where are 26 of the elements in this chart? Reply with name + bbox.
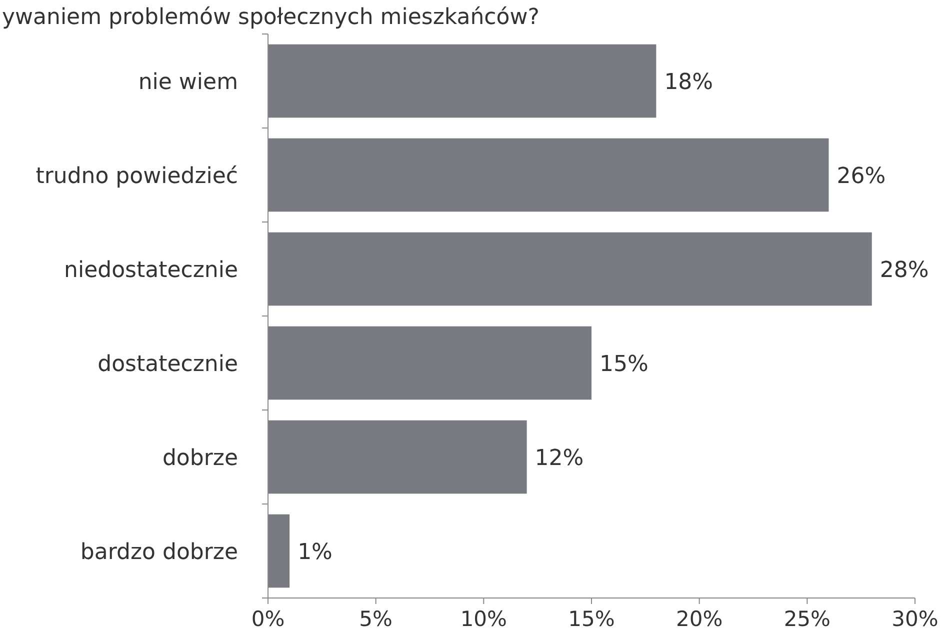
x-tick-label: 5% bbox=[359, 607, 392, 631]
bar bbox=[268, 138, 829, 212]
data-label: 26% bbox=[836, 164, 886, 189]
y-tick-label: dobrze bbox=[162, 446, 238, 471]
y-tick-label: bardzo dobrze bbox=[80, 540, 238, 565]
x-tick-label: 20% bbox=[676, 607, 723, 631]
x-tick-label: 30% bbox=[892, 607, 938, 631]
y-tick-label: trudno powiedzieć bbox=[36, 164, 238, 189]
data-label: 28% bbox=[880, 258, 929, 283]
data-label: 1% bbox=[298, 540, 332, 565]
x-tick-label: 10% bbox=[460, 607, 508, 631]
data-label: 12% bbox=[534, 446, 584, 471]
y-tick-label: dostatecznie bbox=[98, 352, 238, 377]
bar bbox=[268, 326, 592, 400]
bar bbox=[268, 420, 527, 494]
data-label: 18% bbox=[664, 70, 714, 95]
x-tick-label: 25% bbox=[784, 607, 831, 631]
y-tick-label: niedostatecznie bbox=[64, 258, 238, 283]
data-label: 15% bbox=[600, 352, 648, 377]
bar bbox=[268, 44, 656, 118]
chart-title: ywaniem problemów społecznych mieszkańców? bbox=[2, 5, 540, 30]
y-tick-label: nie wiem bbox=[138, 70, 238, 95]
x-tick-label: 15% bbox=[568, 607, 615, 631]
bar bbox=[268, 514, 290, 588]
bar bbox=[268, 232, 872, 306]
x-tick-label: 0% bbox=[251, 607, 285, 631]
